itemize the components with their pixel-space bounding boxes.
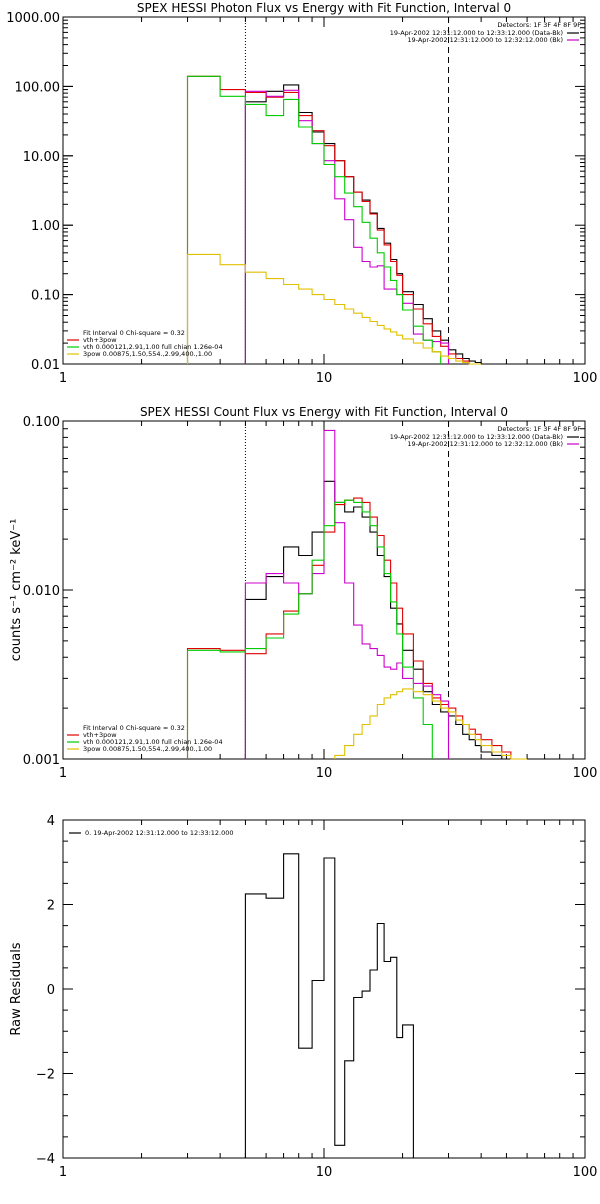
chart-1-series-bk	[244, 89, 450, 364]
chart-1-xtick-label: 1	[59, 371, 67, 386]
chart-2-xtick-label: 10	[316, 766, 333, 781]
chart-1-detectors-label: Detectors: 1F 3F 4F 8F 9F	[497, 21, 581, 29]
chart-2-series-3pow	[334, 688, 528, 760]
chart-1-legend-top-entry: 19-Apr-2002 12:31:12.000 to 12:32:12.000…	[407, 36, 563, 44]
chart-1-legend-bottom-entry: vth+3pow	[83, 336, 117, 344]
chart-2-legend-top-entry: 19-Apr-2002 12:31:12.000 to 12:33:12.000…	[390, 433, 563, 441]
chart-3-ytick-label: 4	[47, 814, 55, 829]
chart-2-series-vth-3pow	[186, 497, 528, 760]
chart-2-title: SPEX HESSI Count Flux vs Energy with Fit…	[140, 405, 508, 419]
chart-2-series-data-bk	[244, 480, 528, 760]
chart-1-series-vth-3pow	[186, 75, 470, 364]
chart-1-ytick-label: 10.00	[23, 150, 60, 165]
chart-3-xtick-label: 10	[316, 1165, 333, 1180]
chart-3-ytick-label: 2	[47, 899, 55, 914]
chart-1-xtick-label: 10	[316, 371, 333, 386]
chart-1-ytick-label: 0.10	[31, 289, 60, 304]
chart-2-legend-top-entry: 19-Apr-2002 12:31:12.000 to 12:32:12.000…	[407, 440, 563, 448]
chart-1-axes-frame	[62, 16, 586, 365]
chart-3-ytick-label: −2	[36, 1068, 55, 1083]
chart-1-group: SPEX HESSI Photon Flux vs Energy with Fi…	[6, 1, 597, 386]
chart-2-series-vth	[186, 499, 433, 759]
chart-2-legend-bottom-entry: 3pow 0.00875,1.50,554.,2.99,400.,1.00	[83, 745, 212, 753]
chart-2-ytick-label: 0.010	[23, 584, 60, 599]
chart-1-series-vth	[186, 75, 442, 364]
chart-1-legend-bottom-entry: 3pow 0.00875,1.50,554.,2.99,400.,1.00	[83, 350, 212, 358]
chart-1-ytick-label: 100.00	[15, 80, 61, 95]
chart-2-ylabel: counts s⁻¹ cm⁻² keV⁻¹	[9, 519, 24, 662]
chart-1-legend-bottom-entry: Fit Interval 0 Chi-square = 0.32	[83, 329, 185, 337]
chart-3-group: 1 10 100 −4 −2 0 2 4 Raw Residuals 0. 19-Apr-2002…	[9, 814, 597, 1180]
chart-2-detectors-label: Detectors: 1F 3F 4F 8F 9F	[497, 425, 581, 433]
chart-1-legend-top-entry: 19-Apr-2002 12:31:12.000 to 12:33:12.000…	[390, 29, 563, 37]
chart-1-series-3pow	[186, 253, 482, 365]
chart-1-ytick-label: 0.01	[31, 358, 60, 373]
chart-3-ylabel: Raw Residuals	[9, 942, 24, 1035]
chart-2-legend-bottom-entry: vth 0.000121,2.91,1.00 full chian 1.26e-…	[83, 738, 223, 746]
chart-1-series-data-bk	[244, 84, 482, 364]
chart-2-ytick-label: 0.100	[23, 415, 60, 430]
chart-2-legend-bottom-entry: vth+3pow	[83, 731, 117, 739]
chart-3-xtick-label: 100	[573, 1165, 598, 1180]
chart-3-legend-entry: 0. 19-Apr-2002 12:31:12.000 to 12:33:12.…	[85, 829, 234, 837]
chart-2-xtick-label: 1	[59, 766, 67, 781]
chart-1-ytick-label: 1000.00	[6, 11, 60, 26]
chart-3-series-residuals	[244, 853, 414, 1158]
chart-1-xtick-label: 100	[573, 371, 598, 386]
chart-2-legend-bottom-entry: Fit Interval 0 Chi-square = 0.32	[83, 724, 185, 732]
chart-1-legend-bottom-entry: vth 0.000121,2.91,1.00 full chian 1.26e-…	[83, 343, 223, 351]
chart-2-series-bk	[244, 429, 450, 759]
chart-3-ytick-label: 0	[47, 983, 55, 998]
chart-1-title: SPEX HESSI Photon Flux vs Energy with Fi…	[137, 1, 511, 15]
chart-2-group: SPEX HESSI Count Flux vs Energy with Fit…	[9, 405, 597, 781]
chart-1-ytick-label: 1.00	[31, 219, 60, 234]
chart-3-xtick-label: 1	[59, 1165, 67, 1180]
chart-2-xtick-label: 100	[573, 766, 598, 781]
chart-3-ytick-label: −4	[36, 1152, 55, 1167]
chart-2-ytick-label: 0.001	[23, 753, 60, 768]
